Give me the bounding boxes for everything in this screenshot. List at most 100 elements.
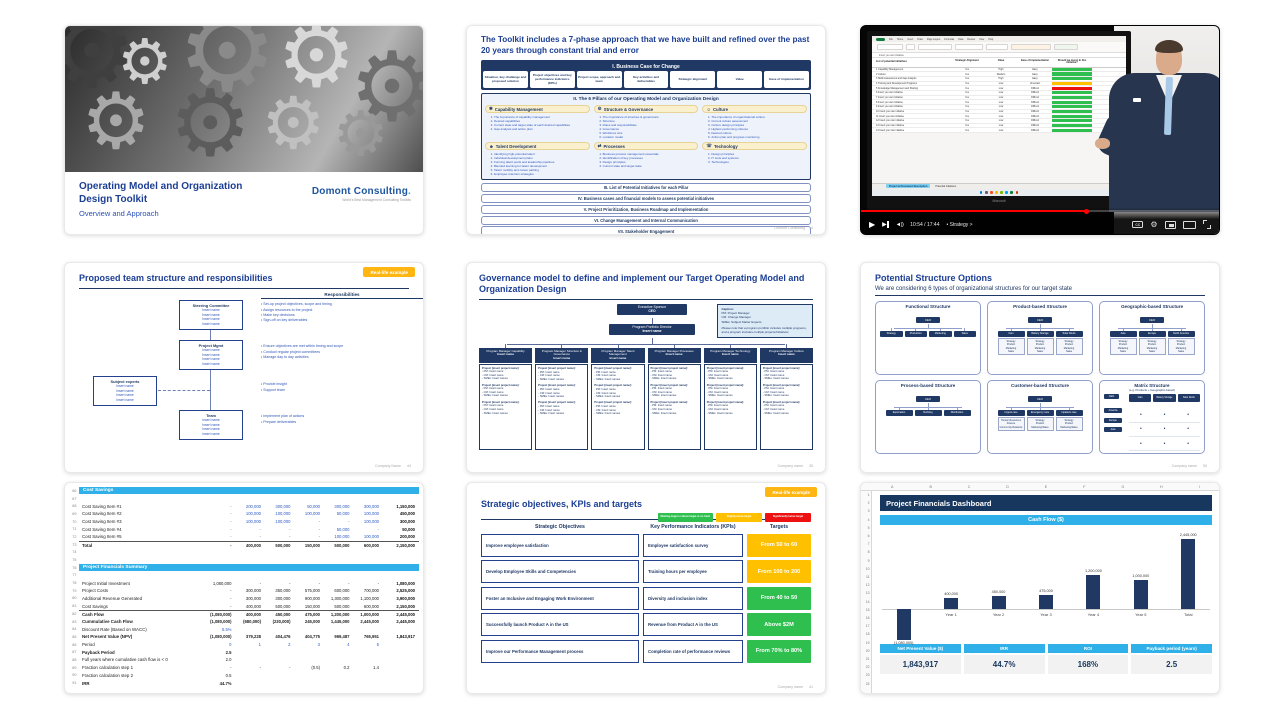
tab-potential-initiatives[interactable]: Potential Initiatives (935, 184, 957, 188)
projects-box: Project [insert project name]:PM: Insert… (535, 364, 589, 450)
responsibility-item: Make key decisions (261, 313, 423, 318)
play-button[interactable]: ▶ (869, 219, 876, 229)
menu-item[interactable]: Insert (907, 37, 914, 41)
search-icon[interactable] (984, 191, 988, 194)
status-cell (1052, 81, 1092, 85)
sheet-rows: 1 Capability Management Yes High Easy 2 … (872, 67, 1126, 134)
sub-functions: Human Resources Finance Community Relation… (997, 417, 1025, 431)
projects-box: Project [insert project name]:PM: Insert… (479, 363, 533, 450)
sheet-row: 11 Insert you own initiative Yes Low Dif… (872, 114, 1126, 120)
responsibility-list: Ensure objectives are met within timing … (261, 344, 423, 360)
pillar-item: Gap analysis and action plan (494, 127, 590, 131)
unit-box: Inpatient care (1055, 410, 1083, 417)
member-name: Insert name (202, 352, 220, 357)
unit-box: Emergency care (1026, 410, 1054, 417)
initiative-name: 5 Knowledge Management and Sharing (876, 86, 918, 90)
formula-bar[interactable]: Insert you own initiative (872, 53, 1126, 58)
fullscreen-icon[interactable] (1202, 220, 1212, 229)
column-letter: E (1044, 485, 1048, 489)
app-icon[interactable] (995, 191, 998, 194)
responsibility-item: Prepare deliverables (261, 420, 423, 425)
menu-item[interactable]: File (889, 37, 893, 41)
structure-card: Process-based Structure CEO Exploration (875, 380, 981, 455)
windows-taskbar (872, 189, 1126, 196)
number-format[interactable] (986, 44, 1008, 50)
sub-function: Human Resources (1001, 419, 1021, 423)
menu-item[interactable]: Formulas (944, 37, 955, 41)
tv-screen: File Home Insert Draw Page Layout Formulas Dat… (867, 31, 1131, 210)
bar-value-label: 2,445,000 (1179, 533, 1197, 537)
column-header: Should we invest in this initiative? (1057, 58, 1087, 65)
gears-photo (65, 26, 423, 172)
menu-item[interactable]: Draw (917, 37, 923, 41)
phase-box: Project scope, approach and team (576, 71, 622, 89)
cash-flow-bar (1133, 580, 1148, 609)
real-life-badge: Real-life example (765, 487, 817, 497)
value-cell: 600,000 (363, 603, 379, 609)
brand-name: Domont Consulting (311, 186, 409, 197)
app-icon[interactable] (1015, 191, 1019, 194)
status-cell (1052, 124, 1092, 128)
value-cell: 100,000 (245, 511, 261, 517)
subtitles-icon[interactable] (1132, 220, 1144, 229)
app-icon[interactable] (1010, 191, 1014, 194)
miniplayer-icon[interactable] (1164, 220, 1176, 229)
format-buttons[interactable] (918, 44, 952, 50)
sub-function: Marketing (1117, 346, 1129, 350)
app-icon[interactable] (1005, 191, 1008, 194)
kpi-cell: Diversity and inclusion index (643, 586, 743, 610)
slide-title: Potential Structure Options (875, 273, 993, 283)
volume-icon[interactable]: ◄)) (895, 221, 904, 228)
font-size-selector[interactable] (906, 44, 915, 50)
menu-item[interactable]: Page Layout (926, 37, 941, 41)
sub-functions: Strategy Product Marketing/Sales (1026, 417, 1054, 431)
menu-item[interactable]: Help (988, 37, 994, 41)
row-cells: - 400,000 500,000 150,000 500,000 600,000 (203, 604, 380, 609)
row-label: Total (82, 542, 93, 548)
start-icon[interactable] (979, 191, 983, 194)
spreadsheet-row: 74 (67, 549, 419, 557)
progress-bar[interactable] (861, 208, 1219, 214)
settings-gear-icon[interactable]: ⚙ (1150, 219, 1158, 229)
menu-item[interactable]: Home (896, 37, 904, 41)
org-unit: Production (904, 328, 927, 338)
value-cell: 100,000 (363, 519, 379, 525)
chapter-label[interactable]: • Strategy > (946, 221, 973, 228)
responsibilities-header: Responsibilities (261, 292, 423, 300)
cells-buttons[interactable] (1054, 44, 1078, 50)
row-number: 14 (865, 599, 870, 604)
menu-item[interactable]: Data (958, 37, 964, 41)
value-cell: 3 (317, 642, 320, 648)
pillar-title: Talent Development (495, 143, 537, 149)
executive-sponsor-box: Executive Sponsor CEO (617, 303, 687, 316)
unit-box: Distribution (943, 410, 971, 417)
value-cell: 600,000 (363, 542, 379, 548)
kpi-value: 2.5 (1131, 654, 1212, 674)
app-icon[interactable] (990, 191, 993, 194)
theater-mode-icon[interactable] (1182, 220, 1196, 229)
value-rating: Low (998, 128, 1004, 132)
program-manager-box: Program Manager Processes Insert name (647, 347, 701, 363)
structure-title: Matrix Structure (1134, 383, 1170, 389)
alignment-buttons[interactable] (955, 44, 983, 50)
spreadsheet-row: 79 Project Costs Project Costs -300,0003… (67, 587, 419, 595)
column-letter: B (929, 485, 932, 489)
styles-buttons[interactable] (1011, 44, 1051, 50)
next-button[interactable]: ▶ (882, 221, 889, 228)
value-cell: - (259, 526, 261, 532)
row-number: 71 (72, 527, 77, 532)
tab-project-description[interactable]: Project & Document Description (886, 184, 931, 189)
app-icon[interactable] (1000, 191, 1003, 194)
autosave-toggle[interactable] (876, 37, 885, 41)
column-letter: C (967, 485, 971, 489)
abbreviation: CM: Change Manager (721, 315, 752, 320)
font-selector[interactable] (877, 44, 903, 50)
row-cells: (1,080,000) (680,000) (230,000) 245,000 1,44… (203, 619, 380, 624)
menu-item[interactable]: Review (967, 37, 976, 41)
menu-item[interactable]: View (979, 37, 985, 41)
value-cell (262, 650, 292, 655)
value-cell: 300,000 (363, 503, 379, 509)
sheet-row: 4 Training and Development Programs Yes … (872, 81, 1126, 87)
connector-line (928, 324, 929, 329)
cover-title: Operating Model and Organization Design T… (79, 181, 243, 205)
